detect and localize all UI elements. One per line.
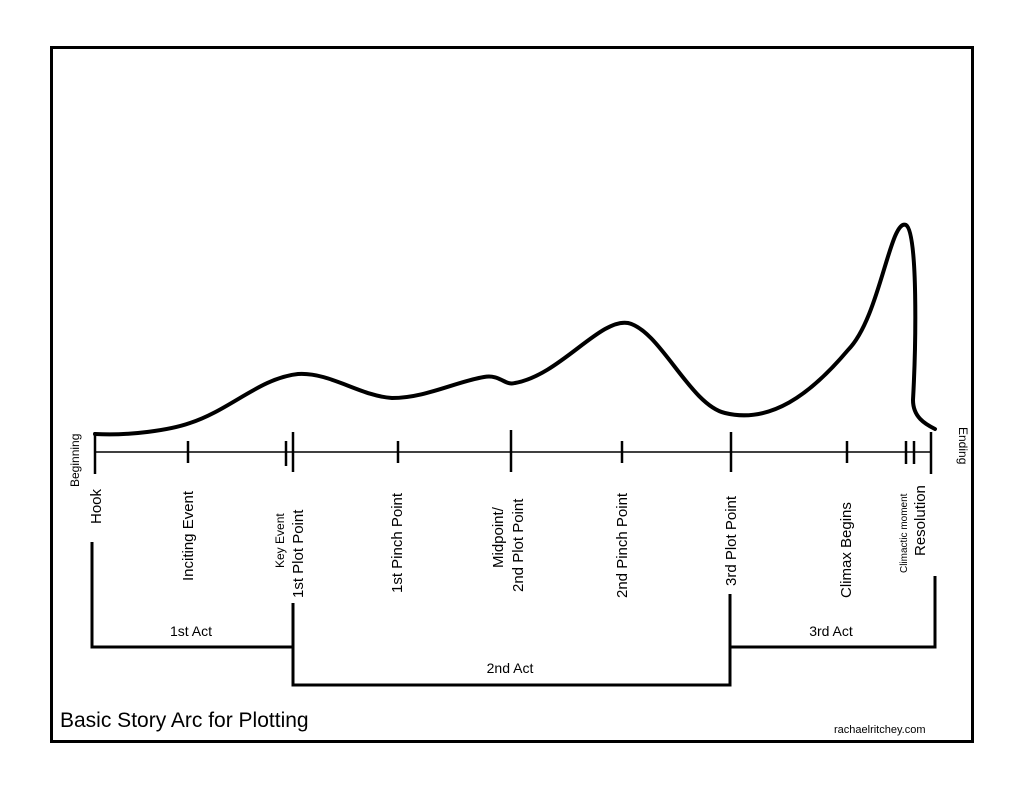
act-3-label: 3rd Act: [809, 623, 853, 639]
point-label-midpoint-line1: Midpoint/: [490, 506, 507, 568]
story-arc-curve: [93, 222, 937, 437]
point-label-inciting-event: Inciting Event: [180, 490, 197, 581]
point-label-key-event: Key Event: [273, 513, 287, 568]
act-1-label: 1st Act: [170, 623, 212, 639]
timeline-end-label: Ending: [956, 427, 970, 464]
point-label-climax-begins: Climax Begins: [838, 502, 855, 598]
diagram-frame: [50, 46, 974, 743]
act-2-bracket: [291, 594, 732, 687]
act-2-label: 2nd Act: [487, 660, 534, 676]
point-label-first-pinch-point: 1st Pinch Point: [389, 492, 406, 593]
point-label-first-plot-point: 1st Plot Point: [290, 509, 307, 598]
point-label-second-pinch-point: 2nd Pinch Point: [614, 492, 631, 598]
point-label-climactic-moment: Climactic moment: [899, 493, 910, 573]
point-label-resolution: Resolution: [912, 485, 929, 556]
act-3-bracket: [730, 576, 937, 649]
point-label-third-plot-point: 3rd Plot Point: [723, 495, 740, 586]
timeline-start-label: Beginning: [68, 434, 82, 487]
point-label-hook: Hook: [88, 488, 105, 524]
timeline-ticks: [93, 430, 933, 474]
point-label-midpoint-line2: 2nd Plot Point: [510, 498, 527, 592]
credit-text: rachaelritchey.com: [834, 724, 926, 736]
diagram-title: Basic Story Arc for Plotting: [60, 709, 309, 732]
